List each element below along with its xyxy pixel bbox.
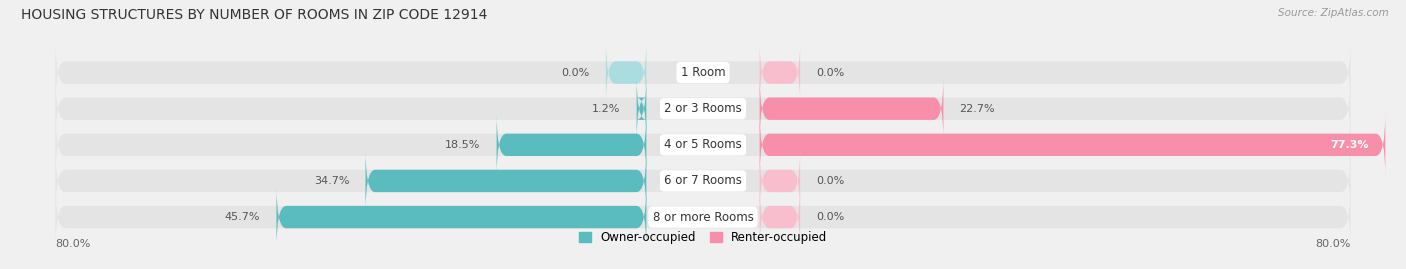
FancyBboxPatch shape [759, 185, 800, 249]
Text: Source: ZipAtlas.com: Source: ZipAtlas.com [1278, 8, 1389, 18]
Text: 80.0%: 80.0% [1315, 239, 1351, 249]
Text: 22.7%: 22.7% [959, 104, 995, 114]
FancyBboxPatch shape [759, 77, 943, 141]
Text: 2 or 3 Rooms: 2 or 3 Rooms [664, 102, 742, 115]
Text: 0.0%: 0.0% [817, 212, 845, 222]
FancyBboxPatch shape [55, 149, 1351, 213]
FancyBboxPatch shape [55, 113, 1351, 177]
Text: 8 or more Rooms: 8 or more Rooms [652, 211, 754, 224]
FancyBboxPatch shape [759, 113, 1385, 177]
Text: 45.7%: 45.7% [225, 212, 260, 222]
FancyBboxPatch shape [55, 185, 1351, 249]
Text: 77.3%: 77.3% [1330, 140, 1369, 150]
Text: 34.7%: 34.7% [314, 176, 349, 186]
Legend: Owner-occupied, Renter-occupied: Owner-occupied, Renter-occupied [579, 231, 827, 244]
Text: 4 or 5 Rooms: 4 or 5 Rooms [664, 138, 742, 151]
Text: 18.5%: 18.5% [446, 140, 481, 150]
Text: 0.0%: 0.0% [817, 176, 845, 186]
Text: HOUSING STRUCTURES BY NUMBER OF ROOMS IN ZIP CODE 12914: HOUSING STRUCTURES BY NUMBER OF ROOMS IN… [21, 8, 488, 22]
FancyBboxPatch shape [606, 40, 647, 105]
Text: 0.0%: 0.0% [817, 68, 845, 77]
FancyBboxPatch shape [759, 40, 800, 105]
Text: 80.0%: 80.0% [55, 239, 91, 249]
FancyBboxPatch shape [496, 113, 647, 177]
FancyBboxPatch shape [637, 77, 647, 141]
Text: 6 or 7 Rooms: 6 or 7 Rooms [664, 175, 742, 187]
FancyBboxPatch shape [277, 185, 647, 249]
FancyBboxPatch shape [366, 149, 647, 213]
FancyBboxPatch shape [55, 77, 1351, 141]
Text: 0.0%: 0.0% [561, 68, 589, 77]
FancyBboxPatch shape [759, 149, 800, 213]
FancyBboxPatch shape [55, 40, 1351, 105]
Text: 1 Room: 1 Room [681, 66, 725, 79]
Text: 1.2%: 1.2% [592, 104, 620, 114]
